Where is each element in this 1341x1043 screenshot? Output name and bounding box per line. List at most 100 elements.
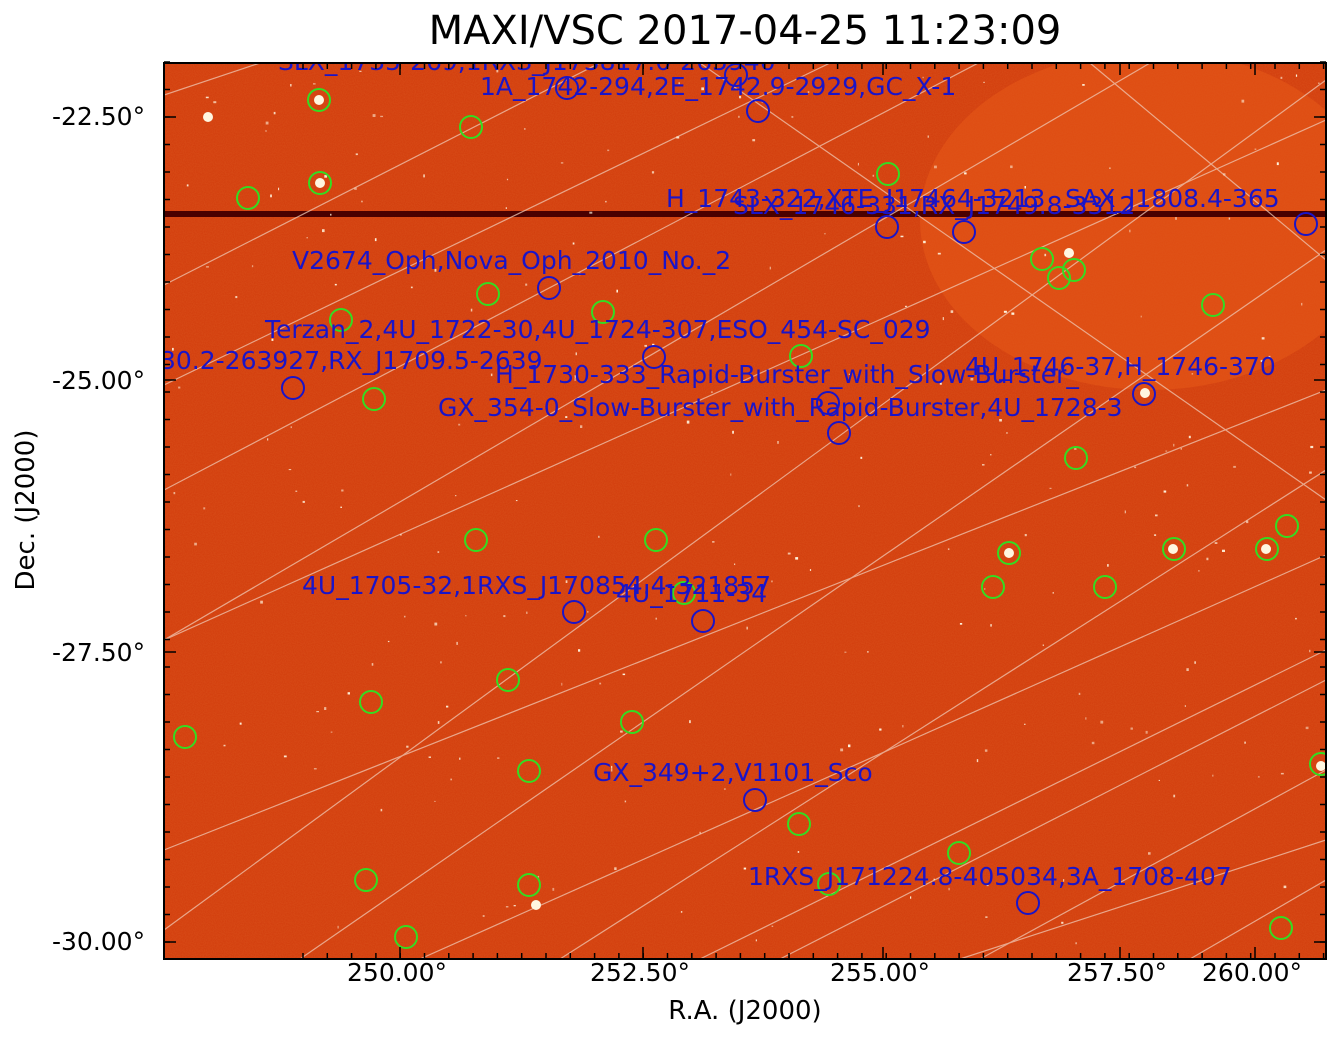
bright-point (999, 419, 1002, 422)
bright-point (213, 101, 217, 104)
bright-point (572, 242, 575, 245)
detected-source-circle (1255, 537, 1279, 561)
bright-point (902, 725, 904, 728)
bright-point (503, 615, 506, 618)
bright-point (423, 174, 425, 178)
bright-point (355, 153, 358, 156)
bright-point (270, 194, 272, 198)
bright-point (879, 728, 882, 731)
bright-point (752, 139, 756, 142)
bright-point (537, 875, 540, 878)
bright-point (712, 541, 715, 543)
known-source-circle (537, 276, 561, 300)
bright-point (506, 178, 509, 181)
bright-point (599, 682, 602, 685)
bright-point (440, 661, 442, 664)
bright-point (1140, 315, 1142, 318)
bright-point (611, 765, 613, 769)
bright-point (267, 438, 269, 441)
bright-point (1295, 74, 1298, 77)
bright-point (824, 233, 826, 235)
bright-point (1244, 741, 1246, 744)
detected-source-circle (1093, 575, 1117, 599)
bright-point (206, 266, 209, 268)
bright-point (513, 905, 516, 907)
bright-point (1052, 592, 1054, 594)
source-label: 4U_1711-34 (616, 579, 767, 608)
x-tick-label: 252.50° (590, 958, 690, 987)
bright-point (1241, 99, 1245, 103)
bright-point (858, 505, 860, 508)
bright-point (857, 162, 859, 166)
bright-point (947, 548, 950, 550)
bright-point (655, 617, 657, 620)
bright-point (614, 867, 617, 870)
bright-point (1280, 772, 1284, 775)
bright-point (1184, 705, 1186, 707)
bright-point (964, 172, 967, 175)
bright-point (283, 755, 287, 758)
bright-point (644, 344, 647, 347)
bright-point (470, 308, 473, 312)
bright-point (860, 456, 863, 459)
bright-point (678, 82, 680, 85)
bright-point (730, 473, 732, 476)
bright-point (497, 757, 500, 759)
detected-source-circle (394, 925, 418, 949)
known-source-circle (1132, 382, 1156, 406)
bright-point (676, 136, 680, 139)
bright-point (313, 768, 317, 770)
source-label: SLX_1735-269,1RXS_J173817.0-265940 (278, 47, 776, 76)
bright-point (948, 887, 950, 891)
bright-point (251, 265, 254, 268)
source-label: GX_354-0_Slow-Burster_with_Rapid-Burster… (438, 393, 1123, 422)
bright-point (1309, 471, 1312, 474)
bright-point (172, 347, 174, 351)
bright-point (456, 641, 458, 645)
bright-point (186, 184, 189, 187)
known-source-circle (691, 609, 715, 633)
grid-line (779, 679, 1326, 959)
bright-point (990, 624, 992, 627)
detected-source-circle (362, 387, 386, 411)
detected-source-circle (173, 725, 197, 749)
bright-point (616, 289, 618, 293)
bright-point (1268, 355, 1271, 358)
bright-point (1075, 942, 1077, 945)
bright-point (1318, 82, 1320, 84)
bright-point (922, 76, 924, 79)
source-label: 30.2-263927,RX_J1709.5-2639 (160, 346, 543, 375)
bright-point (1186, 668, 1189, 671)
bright-point (970, 378, 974, 381)
detected-source-circle (787, 812, 811, 836)
bright-point (315, 178, 325, 188)
bright-point (260, 600, 263, 604)
bright-point (848, 373, 852, 375)
source-label: H_1730-333_Rapid-Burster_with_Slow-Burst… (495, 360, 1079, 389)
bright-point (1134, 466, 1137, 469)
known-source-circle (952, 220, 976, 244)
bright-point (771, 580, 773, 583)
detected-source-circle (1064, 446, 1088, 470)
bright-point (560, 162, 564, 164)
bright-point (565, 416, 568, 418)
bright-point (526, 611, 528, 614)
detected-source-circle (997, 541, 1021, 565)
bright-point (986, 884, 989, 887)
bright-point (341, 489, 344, 492)
bright-point (1061, 921, 1064, 924)
grid-line (164, 389, 1326, 851)
bright-point (194, 542, 197, 546)
bright-point (1191, 373, 1194, 375)
bright-point (437, 551, 440, 553)
bright-point (1254, 148, 1257, 150)
bright-point (1186, 484, 1189, 487)
bright-point (306, 237, 308, 239)
coordinate-grid (164, 63, 1326, 959)
bright-point (359, 70, 362, 72)
grid-line (979, 769, 1326, 959)
bright-point (711, 391, 713, 393)
grid-line (164, 119, 1326, 641)
bright-point (515, 500, 518, 502)
bright-point (1107, 564, 1109, 567)
